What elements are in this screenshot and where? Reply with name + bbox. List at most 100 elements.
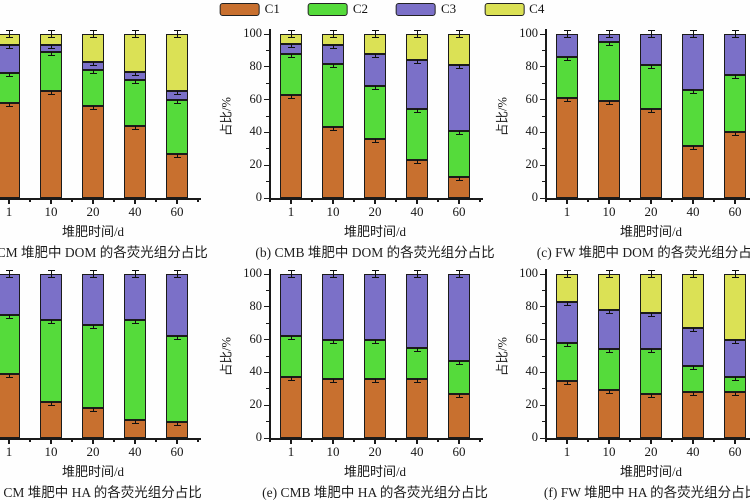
y-tick [264, 306, 269, 308]
y-tick-label: 40 [525, 124, 539, 139]
error-bar [5, 270, 13, 278]
x-tick-minor [479, 439, 481, 442]
y-axis-title: 占比/% [219, 337, 234, 376]
bar-segment-c3 [448, 65, 470, 131]
bar-segment-c4 [556, 274, 578, 302]
y-tick [266, 322, 269, 324]
x-tick-minor [311, 439, 313, 442]
bar-segment-c3 [406, 60, 428, 110]
bar-segment-c1 [724, 132, 746, 198]
bar-segment-c4 [682, 274, 704, 329]
legend-item-c1: C1 [219, 1, 280, 17]
error-bar [89, 270, 97, 278]
error-bar [563, 270, 571, 278]
bar-segment-c3 [640, 313, 662, 350]
y-tick [540, 306, 545, 308]
chart-caption: (f) FW 堆肥中 HA 的各荧光组分占比 [543, 485, 750, 500]
chart-panel-c: 0 20 40 60 80 100 占比/% 1 10 20 40 60 堆肥时间/d (c) FW 堆肥… [496, 22, 750, 260]
error-bar [329, 30, 337, 38]
bar-segment-c2 [166, 99, 188, 154]
bar-segment-c3 [598, 310, 620, 350]
x-tick-major [92, 199, 94, 204]
bar-segment-c3 [40, 274, 62, 320]
legend-swatch-c2-icon [307, 2, 348, 16]
x-tick-minor [545, 439, 547, 442]
x-axis-title: 堆肥时间/d [619, 464, 683, 479]
bar-segment-c4 [724, 274, 746, 340]
x-tick-major [608, 439, 610, 444]
bar-segment-c1 [406, 378, 428, 438]
y-tick-label: 60 [525, 331, 539, 346]
x-tick-label: 10 [44, 204, 58, 219]
x-tick-major [608, 199, 610, 204]
x-axis-line [0, 198, 201, 200]
bar-segment-c2 [322, 339, 344, 379]
y-tick [266, 355, 269, 357]
chart-caption: (c) FW 堆肥中 DOM 的各荧光组分占比 [536, 245, 750, 260]
chart-caption: (a) CM 堆肥中 DOM 的各荧光组分占比 [0, 245, 208, 260]
error-bar [731, 30, 739, 38]
error-bar [89, 30, 97, 38]
x-tick-label: 60 [170, 204, 184, 219]
bar-segment-c2 [40, 52, 62, 92]
x-tick-minor [437, 439, 439, 442]
y-tick [540, 33, 545, 35]
x-tick-label: 40 [128, 204, 142, 219]
y-axis-title: 占比/% [219, 97, 234, 136]
x-tick-label: 60 [170, 444, 184, 459]
x-tick-minor [587, 439, 589, 442]
y-tick-label: 80 [249, 58, 263, 73]
bar-segment-c1 [406, 160, 428, 198]
y-tick [540, 339, 545, 341]
y-tick [542, 388, 545, 390]
legend-label-c1: C1 [264, 1, 280, 16]
y-tick [542, 181, 545, 183]
error-bar [731, 270, 739, 278]
y-tick [542, 49, 545, 52]
bar-segment-c1 [82, 408, 104, 438]
bar-segment-c3 [364, 53, 386, 87]
x-tick-label: 20 [368, 444, 382, 459]
x-tick-minor [353, 199, 355, 202]
x-tick-minor [713, 439, 715, 442]
legend-swatch-c4-icon [484, 2, 525, 16]
error-bar [455, 270, 463, 278]
y-tick-label: 60 [249, 331, 263, 346]
y-tick [542, 115, 545, 117]
y-tick [266, 115, 269, 117]
y-tick-label: 80 [249, 298, 263, 313]
bar-segment-c1 [280, 377, 302, 438]
y-tick-label: 80 [525, 298, 539, 313]
x-tick-major [8, 439, 10, 444]
bar-segment-c4 [0, 34, 20, 46]
x-tick-major [692, 199, 694, 204]
error-bar [47, 30, 55, 38]
bar-segment-c2 [280, 53, 302, 95]
error-bar [413, 270, 421, 278]
x-tick-minor [155, 439, 157, 442]
error-bar [455, 30, 463, 38]
bar-segment-c3 [682, 34, 704, 90]
bar-segment-c2 [448, 360, 470, 394]
error-bar [173, 270, 181, 278]
x-tick-label: 1 [287, 204, 295, 219]
error-bar [371, 30, 379, 38]
x-tick-label: 20 [86, 444, 100, 459]
x-tick-minor [311, 199, 313, 202]
bar-segment-c3 [724, 34, 746, 75]
x-tick-minor [671, 439, 673, 442]
x-axis-title: 堆肥时间/d [61, 464, 125, 479]
x-axis-line [269, 198, 483, 200]
legend-label-c2: C2 [352, 1, 368, 16]
y-tick-label: 0 [531, 190, 538, 204]
bar-segment-c2 [280, 336, 302, 378]
bar-segment-c1 [0, 102, 20, 198]
x-tick-label: 20 [644, 444, 658, 459]
bar-segment-c3 [406, 274, 428, 348]
x-tick-major [50, 199, 52, 204]
x-tick-minor [29, 199, 31, 202]
x-tick-label: 1 [563, 204, 571, 219]
y-tick-label: 100 [243, 266, 262, 280]
y-tick [540, 371, 545, 374]
